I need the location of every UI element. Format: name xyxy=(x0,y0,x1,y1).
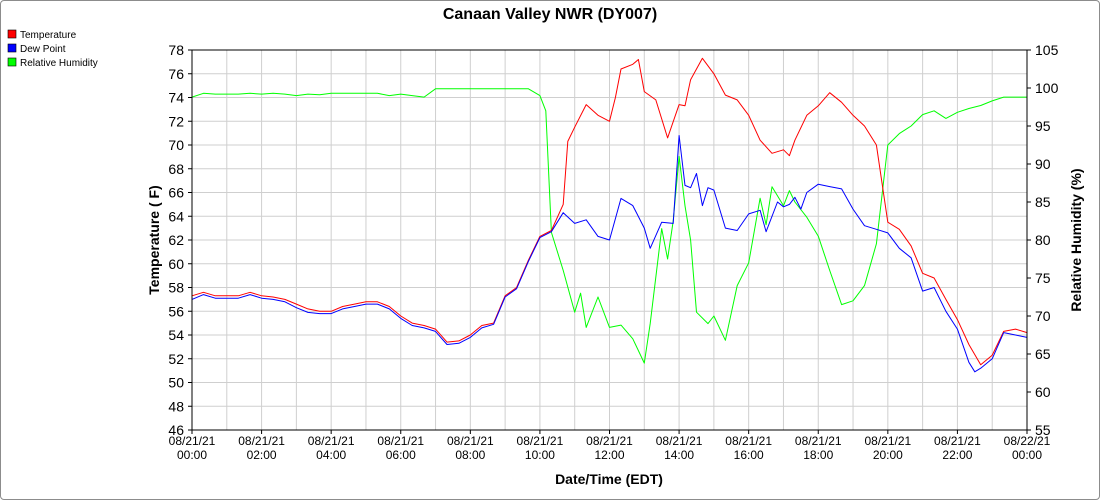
y-left-tick-label: 56 xyxy=(168,303,184,319)
y-left-tick-label: 60 xyxy=(168,256,184,272)
y-left-tick-label: 72 xyxy=(168,113,184,129)
x-tick-date-label: 08/21/21 xyxy=(308,434,355,448)
y-left-tick-label: 46 xyxy=(168,422,184,438)
y-right-tick-label: 90 xyxy=(1035,156,1051,172)
legend-item-relative-humidity[interactable]: Relative Humidity xyxy=(7,57,98,69)
series-lines xyxy=(191,57,1028,373)
series-line-temperature xyxy=(191,57,1028,366)
x-tick-time-label: 02:00 xyxy=(247,448,277,462)
x-tick-time-label: 14:00 xyxy=(664,448,694,462)
y-right-tick-label: 85 xyxy=(1035,194,1051,210)
y-left-tick-label: 70 xyxy=(168,137,184,153)
legend-item-temperature[interactable]: Temperature xyxy=(7,29,77,41)
x-tick-date-label: 08/21/21 xyxy=(795,434,842,448)
y-left-tick-label: 78 xyxy=(168,42,184,58)
series-line-dew-point xyxy=(191,135,1028,373)
right-axis-ticks: 55 60 65 70 75 80 85 90 95 100 105 xyxy=(1027,42,1059,438)
x-axis-ticks: 08/21/2100:0008/21/2102:0008/21/2104:000… xyxy=(169,430,1051,462)
legend-item-dew-point[interactable]: Dew Point xyxy=(7,43,66,55)
y-left-tick-label: 54 xyxy=(168,327,184,343)
legend-label-dew-point: Dew Point xyxy=(20,44,66,55)
y-left-tick-label: 74 xyxy=(168,90,184,106)
x-tick-time-label: 16:00 xyxy=(734,448,764,462)
y-left-tick-label: 68 xyxy=(168,161,184,177)
legend: Temperature Dew Point Relative Humidity xyxy=(7,29,98,69)
x-tick-date-label: 08/21/21 xyxy=(586,434,633,448)
x-tick-time-label: 10:00 xyxy=(525,448,555,462)
left-axis-ticks: 46 48 50 52 54 56 58 60 62 64 66 68 70 72 74 76 78 xyxy=(168,42,192,438)
y-left-tick-label: 48 xyxy=(168,398,184,414)
y-right-tick-label: 80 xyxy=(1035,232,1051,248)
x-tick-date-label: 08/21/21 xyxy=(864,434,911,448)
x-tick-date-label: 08/21/21 xyxy=(934,434,981,448)
legend-label-relative-humidity: Relative Humidity xyxy=(20,58,98,69)
y-right-tick-label: 55 xyxy=(1035,422,1051,438)
y-right-tick-label: 60 xyxy=(1035,384,1051,400)
x-tick-date-label: 08/22/21 xyxy=(1004,434,1051,448)
x-tick-time-label: 18:00 xyxy=(803,448,833,462)
series-line-relative-humidity xyxy=(191,88,1027,364)
x-tick-time-label: 00:00 xyxy=(177,448,207,462)
legend-swatch-dew-point xyxy=(7,43,17,53)
x-tick-date-label: 08/21/21 xyxy=(725,434,772,448)
y-axis-left-title: Temperature ( F) xyxy=(146,185,162,294)
x-tick-date-label: 08/21/21 xyxy=(377,434,424,448)
y-left-tick-label: 76 xyxy=(168,66,184,82)
x-tick-time-label: 22:00 xyxy=(942,448,972,462)
x-axis-title: Date/Time (EDT) xyxy=(555,471,663,487)
x-tick-date-label: 08/21/21 xyxy=(169,434,216,448)
y-left-tick-label: 58 xyxy=(168,280,184,296)
x-tick-date-label: 08/21/21 xyxy=(656,434,703,448)
y-right-tick-label: 100 xyxy=(1035,80,1059,96)
y-axis-right-title: Relative Humidity (%) xyxy=(1068,168,1084,311)
x-tick-time-label: 04:00 xyxy=(316,448,346,462)
y-left-tick-label: 52 xyxy=(168,351,184,367)
y-left-tick-label: 62 xyxy=(168,232,184,248)
x-tick-time-label: 00:00 xyxy=(1012,448,1042,462)
x-tick-time-label: 06:00 xyxy=(386,448,416,462)
x-tick-date-label: 08/21/21 xyxy=(517,434,564,448)
y-right-tick-label: 105 xyxy=(1035,42,1059,58)
legend-label-temperature: Temperature xyxy=(20,30,77,41)
y-right-tick-label: 95 xyxy=(1035,118,1051,134)
legend-swatch-temperature xyxy=(7,29,17,39)
y-left-tick-label: 64 xyxy=(168,208,184,224)
x-tick-date-label: 08/21/21 xyxy=(238,434,285,448)
chart-title: Canaan Valley NWR (DY007) xyxy=(443,6,657,23)
x-tick-date-label: 08/21/21 xyxy=(447,434,494,448)
y-left-tick-label: 50 xyxy=(168,375,184,391)
y-right-tick-label: 65 xyxy=(1035,346,1051,362)
x-tick-time-label: 12:00 xyxy=(594,448,624,462)
y-left-tick-label: 66 xyxy=(168,185,184,201)
y-right-tick-label: 70 xyxy=(1035,308,1051,324)
x-tick-time-label: 08:00 xyxy=(455,448,485,462)
y-right-tick-label: 75 xyxy=(1035,270,1051,286)
x-tick-time-label: 20:00 xyxy=(873,448,903,462)
legend-swatch-relative-humidity xyxy=(7,57,17,67)
